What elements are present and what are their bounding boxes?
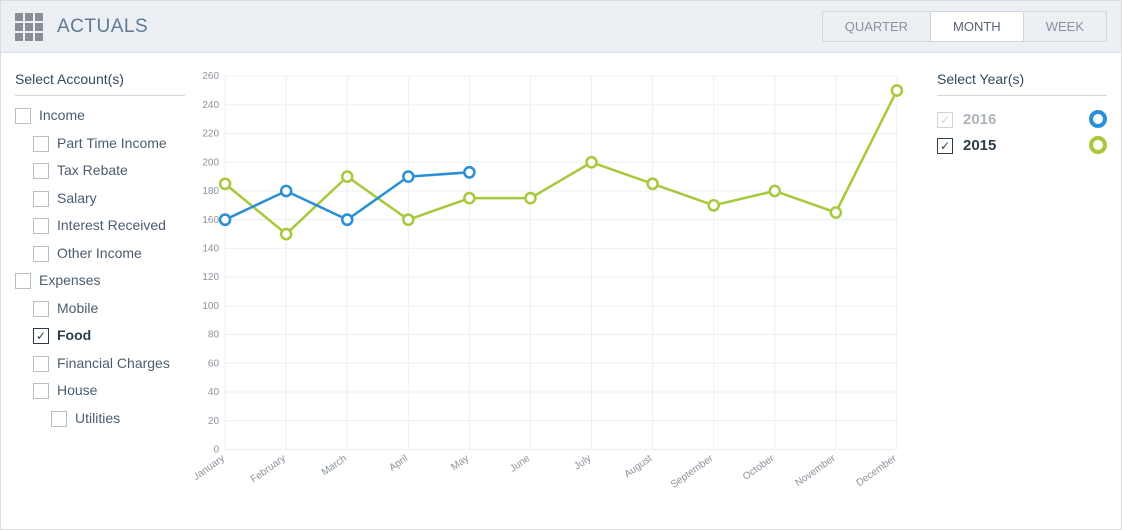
svg-text:180: 180	[202, 186, 219, 197]
svg-text:February: February	[249, 452, 289, 485]
checkbox[interactable]	[33, 246, 49, 262]
account-label: Income	[39, 107, 179, 125]
years-label: Select Year(s)	[937, 71, 1107, 87]
svg-text:January: January	[195, 452, 228, 482]
account-label: House	[57, 382, 179, 400]
svg-text:100: 100	[202, 301, 219, 312]
svg-text:August: August	[623, 453, 655, 480]
account-item[interactable]: Other Income	[15, 240, 179, 268]
svg-text:260: 260	[202, 71, 219, 82]
svg-text:220: 220	[202, 129, 219, 140]
svg-text:120: 120	[202, 272, 219, 283]
svg-text:20: 20	[208, 416, 220, 427]
view-tab-week[interactable]: WEEK	[1024, 12, 1106, 41]
svg-text:October: October	[741, 453, 777, 483]
accounts-label: Select Account(s)	[15, 71, 185, 87]
account-item[interactable]: Mobile	[15, 295, 179, 323]
view-toggle: QUARTERMONTHWEEK	[822, 11, 1107, 42]
view-tab-quarter[interactable]: QUARTER	[823, 12, 931, 41]
account-label: Tax Rebate	[57, 162, 179, 180]
svg-text:140: 140	[202, 243, 219, 254]
account-item[interactable]: Financial Charges	[15, 350, 179, 378]
checkbox[interactable]	[51, 411, 67, 427]
account-label: Expenses	[39, 272, 179, 290]
years-panel: Select Year(s) 2016 2015	[937, 71, 1107, 521]
account-list[interactable]: Income Part Time Income Tax Rebate Salary In…	[15, 102, 185, 521]
checkbox[interactable]	[33, 191, 49, 207]
account-label: Mobile	[57, 300, 179, 318]
account-label: Other Income	[57, 245, 179, 263]
checkbox[interactable]	[15, 273, 31, 289]
account-label: Food	[57, 327, 179, 345]
svg-text:December: December	[855, 453, 900, 489]
svg-text:80: 80	[208, 330, 220, 341]
account-item[interactable]: Income	[15, 102, 179, 130]
account-label: Interest Received	[57, 217, 179, 235]
account-label: Salary	[57, 190, 179, 208]
chart-area: 020406080100120140160180200220240260Janu…	[195, 71, 927, 521]
svg-text:July: July	[572, 452, 594, 472]
view-tab-month[interactable]: MONTH	[931, 12, 1024, 41]
year-item-2015[interactable]: 2015	[937, 132, 1107, 158]
divider	[15, 95, 185, 96]
accounts-sidebar: Select Account(s) Income Part Time Income…	[15, 71, 185, 521]
grid-icon[interactable]	[15, 13, 43, 41]
account-item[interactable]: Expenses	[15, 267, 179, 295]
svg-text:March: March	[320, 453, 349, 478]
checkbox[interactable]	[33, 218, 49, 234]
svg-text:60: 60	[208, 358, 220, 369]
svg-text:160: 160	[202, 215, 219, 226]
account-item[interactable]: Tax Rebate	[15, 157, 179, 185]
svg-text:40: 40	[208, 387, 220, 398]
account-item[interactable]: House	[15, 377, 179, 405]
divider	[937, 95, 1107, 96]
checkbox[interactable]	[33, 136, 49, 152]
account-label: Financial Charges	[57, 355, 179, 373]
checkbox[interactable]	[33, 356, 49, 372]
account-item[interactable]: Food	[15, 322, 179, 350]
checkbox[interactable]	[15, 108, 31, 124]
year-item-2016[interactable]: 2016	[937, 106, 1107, 132]
svg-text:September: September	[669, 453, 716, 491]
svg-text:June: June	[508, 453, 532, 475]
checkbox[interactable]	[937, 138, 953, 154]
account-item[interactable]: Interest Received	[15, 212, 179, 240]
checkbox[interactable]	[33, 163, 49, 179]
svg-text:240: 240	[202, 100, 219, 111]
checkbox[interactable]	[33, 301, 49, 317]
series-color-ring	[1089, 110, 1107, 128]
svg-text:200: 200	[202, 157, 219, 168]
svg-text:November: November	[793, 453, 838, 489]
line-chart: 020406080100120140160180200220240260Janu…	[195, 71, 927, 521]
checkbox[interactable]	[33, 383, 49, 399]
header: ACTUALS QUARTERMONTHWEEK	[1, 1, 1121, 53]
year-label: 2015	[963, 137, 1079, 154]
series-color-ring	[1089, 136, 1107, 154]
checkbox[interactable]	[937, 112, 953, 128]
account-item[interactable]: Utilities	[15, 405, 179, 433]
svg-text:May: May	[449, 452, 472, 473]
svg-text:April: April	[387, 453, 410, 474]
account-label: Part Time Income	[57, 135, 179, 153]
page-title: ACTUALS	[57, 16, 148, 38]
year-label: 2016	[963, 111, 1079, 128]
account-item[interactable]: Salary	[15, 185, 179, 213]
account-label: Utilities	[75, 410, 179, 428]
checkbox[interactable]	[33, 328, 49, 344]
account-item[interactable]: Part Time Income	[15, 130, 179, 158]
